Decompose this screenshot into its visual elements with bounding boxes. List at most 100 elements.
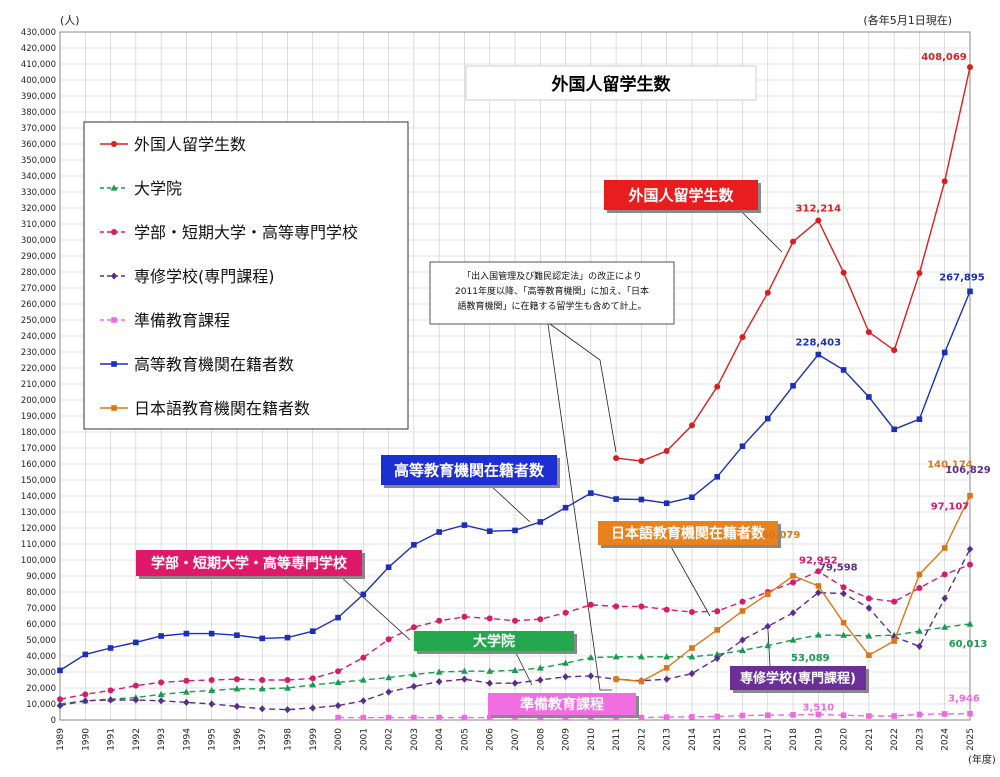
data-point <box>840 584 847 591</box>
x-tick-label: 2006 <box>486 728 496 751</box>
data-point <box>309 628 316 634</box>
data-point <box>411 714 417 721</box>
note-line: 2011年度以降、「高等教育機関」に加え、「日本 <box>455 285 649 297</box>
data-point <box>916 711 923 718</box>
data-point <box>764 622 771 630</box>
y-tick-label: 180,000 <box>21 428 56 438</box>
y-tick-label: 200,000 <box>21 396 56 406</box>
data-point <box>110 184 118 191</box>
y-tick-label: 360,000 <box>21 140 56 150</box>
data-point <box>840 631 848 638</box>
data-point <box>613 603 620 610</box>
callout-box <box>136 550 362 576</box>
callout-total: 外国人留学生数 <box>604 180 761 213</box>
legend-label: 学部・短期大学・高等専門学校 <box>134 223 358 242</box>
legend-label: 高等教育機関在籍者数 <box>134 355 294 374</box>
data-point <box>637 653 645 660</box>
y-tick-label: 310,000 <box>21 220 56 230</box>
data-point <box>967 492 973 499</box>
data-label: 312,214 <box>796 203 842 214</box>
legend-item-prep: 準備教育課程 <box>100 311 230 330</box>
data-point <box>486 714 493 721</box>
data-point <box>183 677 190 684</box>
leader-undergrad <box>339 575 411 641</box>
data-point <box>815 217 822 224</box>
date-note: (各年5月1日現在) <box>863 13 952 27</box>
callout-japanese: 日本語教育機関在籍者数 <box>598 521 781 548</box>
y-tick-label: 170,000 <box>21 444 56 454</box>
data-point <box>941 594 948 602</box>
y-tick-label: 30,000 <box>26 668 56 678</box>
legend-label: 外国人留学生数 <box>134 135 246 154</box>
y-tick-label: 390,000 <box>21 92 56 102</box>
x-tick-label: 2009 <box>562 728 572 751</box>
series-layer <box>56 64 974 721</box>
x-tick-label: 1991 <box>107 728 117 751</box>
data-point <box>688 609 695 615</box>
data-point <box>157 697 165 705</box>
data-point <box>840 269 847 276</box>
x-tick-label: 2017 <box>764 728 774 751</box>
data-point <box>233 685 241 692</box>
legend-label: 準備教育課程 <box>134 311 230 330</box>
data-point <box>111 317 117 323</box>
chart-title-text: 外国人留学生数 <box>552 74 672 95</box>
data-point <box>815 583 822 589</box>
data-point <box>158 679 165 686</box>
data-point <box>790 382 796 389</box>
data-point <box>511 666 519 673</box>
data-point <box>916 627 923 634</box>
data-point <box>107 696 114 704</box>
data-point <box>410 682 418 690</box>
legend-item-total: 外国人留学生数 <box>100 135 246 154</box>
data-point <box>714 627 721 633</box>
data-point <box>259 677 266 683</box>
leader-japanese <box>669 544 711 617</box>
series-prep <box>335 710 973 721</box>
y-tick-label: 40,000 <box>26 652 56 662</box>
y-tick-label: 120,000 <box>21 524 56 534</box>
data-labels: 408,069 312,214 228,403 267,895 140,174 97,10… <box>762 52 991 713</box>
data-point <box>82 691 89 698</box>
y-tick-label: 300,000 <box>21 236 56 246</box>
note-line: 語教育機関」に在籍する留学生も含めて計上。 <box>457 300 646 312</box>
data-point <box>56 702 64 710</box>
data-point <box>111 405 117 411</box>
data-point <box>537 676 544 684</box>
data-point <box>335 614 341 621</box>
x-tick-label: 2020 <box>840 728 850 751</box>
x-tick-label: 2014 <box>688 728 698 751</box>
data-point <box>663 714 670 720</box>
data-point <box>461 675 468 683</box>
data-point <box>284 677 291 683</box>
data-point <box>111 361 117 367</box>
data-point <box>891 598 898 605</box>
data-point <box>840 367 847 373</box>
data-point <box>57 696 63 703</box>
data-point <box>966 620 974 627</box>
y-tick-label: 50,000 <box>26 636 56 646</box>
data-label: 3,510 <box>803 702 835 713</box>
callout-text: 外国人留学生数 <box>627 186 734 204</box>
x-tick-label: 2001 <box>359 728 369 751</box>
data-point <box>688 422 695 429</box>
data-point <box>82 651 89 658</box>
data-point <box>764 712 771 718</box>
data-point <box>208 677 215 683</box>
data-label: 408,069 <box>921 52 967 63</box>
data-point <box>688 670 696 678</box>
callout-prep: 準備教育課程 <box>488 693 639 718</box>
y-tick-label: 320,000 <box>21 204 56 214</box>
data-point <box>183 630 190 637</box>
data-point <box>613 455 620 462</box>
data-point <box>638 496 645 503</box>
data-point <box>663 675 670 683</box>
data-point <box>111 229 117 235</box>
note-frame <box>429 261 675 325</box>
y-tick-label: 430,000 <box>21 28 56 38</box>
data-point <box>512 617 518 624</box>
data-point <box>562 609 569 616</box>
data-point <box>865 329 872 336</box>
data-point <box>764 591 771 597</box>
data-point <box>233 702 241 710</box>
